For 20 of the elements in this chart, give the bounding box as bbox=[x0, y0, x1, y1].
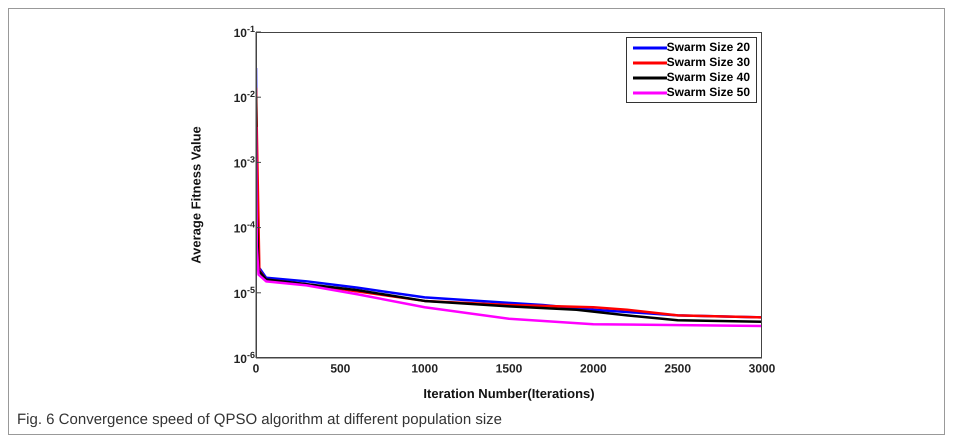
y-tick-label: 10$^{-2}$ bbox=[234, 89, 255, 106]
legend-label: Swarm Size 30 bbox=[666, 55, 750, 70]
y-axis-title: Average Fitness Value bbox=[188, 126, 204, 264]
y-tick-label: 10$^{-3}$ bbox=[234, 154, 255, 170]
caption: Fig. 6 Convergence speed of QPSO algorithm at different population size bbox=[16, 410, 504, 430]
y-tick-label: 10$^{-5}$ bbox=[234, 284, 255, 301]
x-tick-label: 3000 bbox=[748, 362, 776, 376]
x-axis-title: Iteration Number(Iterations) bbox=[423, 386, 595, 401]
x-tick-label: 1500 bbox=[496, 362, 523, 376]
x-tick-label: 0 bbox=[252, 362, 260, 376]
y-tick-label: 10$^{-4}$ bbox=[234, 220, 255, 236]
x-tick-label: 500 bbox=[330, 362, 351, 376]
x-tick-label: 2000 bbox=[580, 362, 608, 376]
legend-label: Swarm Size 20 bbox=[666, 40, 750, 55]
y-tick-label: 10$^{-1}$ bbox=[234, 24, 255, 40]
x-tick-label: 1000 bbox=[411, 362, 438, 376]
legend-label: Swarm Size 40 bbox=[666, 70, 750, 85]
x-tick-label: 2500 bbox=[664, 362, 692, 376]
y-tick-label: 10$^{-6}$ bbox=[234, 350, 255, 366]
legend-label: Swarm Size 50 bbox=[666, 85, 750, 100]
